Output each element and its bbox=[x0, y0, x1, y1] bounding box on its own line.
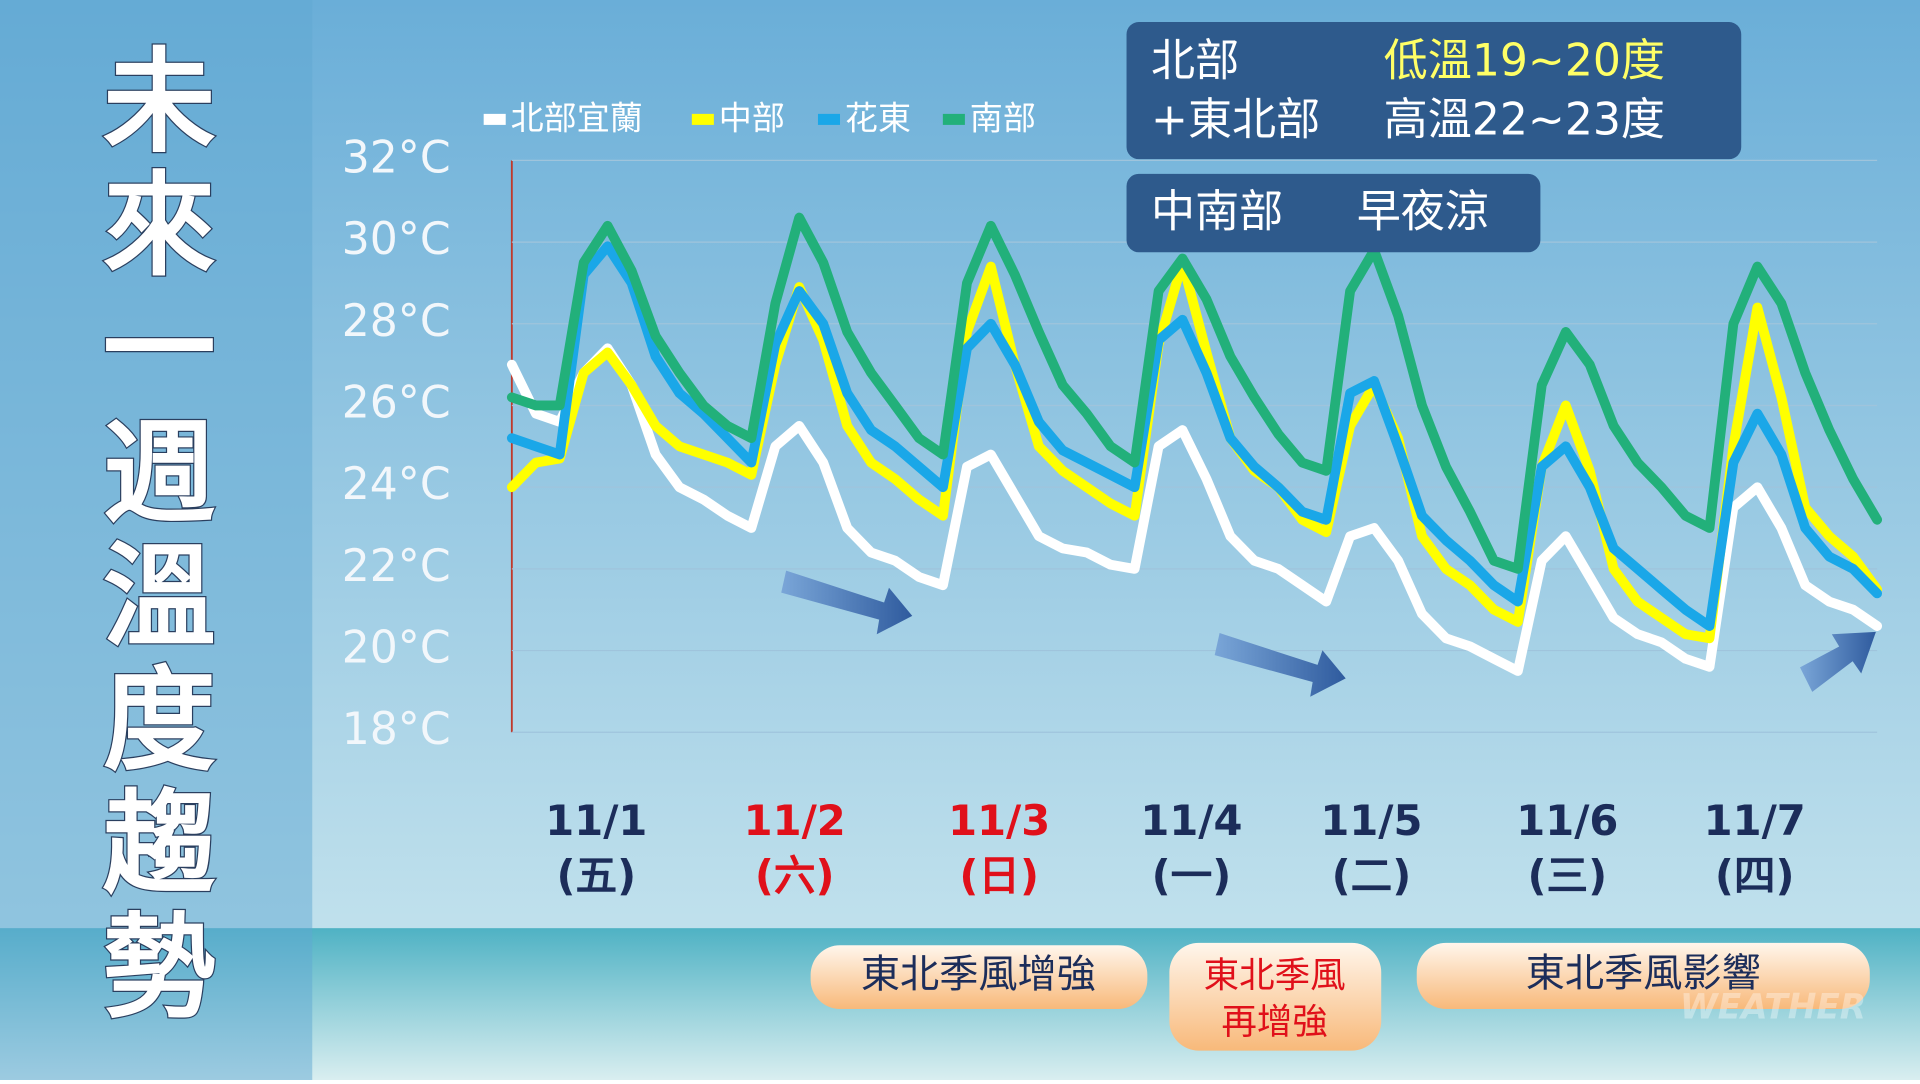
series-line bbox=[506, 343, 1883, 676]
y-tick-label: 24°C bbox=[342, 459, 451, 510]
x-axis-labels: 11/1 (五) 11/2 (六) 11/3 (日) 11/4 (一) 11/5 (二) 11/6 (… bbox=[545, 796, 1805, 900]
x-tick-label: 11/7 bbox=[1704, 796, 1806, 845]
y-tick-label: 26°C bbox=[342, 377, 451, 428]
title-char: 一 bbox=[103, 283, 216, 415]
title-char: 勢 bbox=[103, 902, 216, 1034]
x-tick-label: 11/1 bbox=[545, 796, 647, 845]
legend-label: 南部 bbox=[970, 99, 1036, 138]
info-text: 高溫22~23度 bbox=[1384, 94, 1665, 145]
y-tick-label: 30°C bbox=[342, 214, 451, 265]
x-tick-label: 11/4 bbox=[1140, 796, 1242, 845]
x-tick-label: (二) bbox=[1332, 851, 1412, 900]
title-char: 趨 bbox=[103, 778, 216, 910]
info-text: 中南部 bbox=[1151, 186, 1283, 237]
banner bbox=[1416, 942, 1870, 1009]
trend-arrows bbox=[781, 570, 1876, 697]
x-tick-label: (三) bbox=[1528, 851, 1608, 900]
info-box bbox=[1126, 173, 1541, 253]
x-tick-label: (六) bbox=[755, 851, 835, 900]
title-char: 來 bbox=[103, 160, 216, 292]
banner bbox=[1169, 942, 1382, 1051]
legend: 北部宜蘭 中部 花東 南部 bbox=[483, 99, 1036, 138]
x-tick-label: (日) bbox=[959, 851, 1039, 900]
title-char: 未 bbox=[103, 36, 216, 168]
info-box bbox=[1126, 22, 1742, 160]
y-tick-label: 28°C bbox=[342, 296, 451, 347]
plot bbox=[506, 212, 1883, 676]
arrow bbox=[1214, 633, 1346, 697]
legend-label: 北部宜蘭 bbox=[511, 99, 643, 138]
banner bbox=[810, 945, 1148, 1009]
banner-text: 東北季風 bbox=[1204, 955, 1346, 996]
title-char: 度 bbox=[103, 654, 216, 786]
banner-text: 再增強 bbox=[1221, 1002, 1328, 1043]
banner-text: 東北季風影響 bbox=[1526, 951, 1761, 996]
y-tick-label: 18°C bbox=[342, 704, 451, 755]
x-tick-label: 11/2 bbox=[744, 796, 846, 845]
x-tick-label: (一) bbox=[1152, 851, 1232, 900]
banner-text: 東北季風增強 bbox=[861, 953, 1096, 998]
legend-swatch bbox=[483, 113, 506, 125]
x-tick-label: 11/3 bbox=[948, 796, 1050, 845]
y-tick-label: 32°C bbox=[342, 132, 451, 183]
legend-swatch bbox=[817, 113, 840, 125]
series-line bbox=[506, 257, 1883, 644]
arrow bbox=[1800, 631, 1876, 692]
title-char: 溫 bbox=[103, 531, 216, 663]
series-line bbox=[506, 212, 1883, 574]
x-tick-label: 11/5 bbox=[1320, 796, 1422, 845]
series-line bbox=[506, 241, 1883, 631]
y-tick-label: 22°C bbox=[342, 541, 451, 592]
title-char: 週 bbox=[103, 407, 216, 539]
info-text: +東北部 bbox=[1151, 94, 1320, 145]
legend-swatch bbox=[942, 113, 965, 125]
info-text: 北部 bbox=[1151, 36, 1239, 87]
legend-label: 中部 bbox=[719, 99, 785, 138]
grid: 18°C 20°C 22°C 24°C 26°C 28°C 30°C 32°C bbox=[342, 132, 1878, 755]
arrow bbox=[781, 570, 913, 635]
info-text: 低溫19~20度 bbox=[1384, 36, 1665, 87]
legend-label: 花東 bbox=[845, 99, 911, 138]
x-tick-label: (四) bbox=[1715, 851, 1795, 900]
side-panel bbox=[0, 0, 313, 1080]
x-tick-label: (五) bbox=[556, 851, 636, 900]
info-text: 早夜涼 bbox=[1357, 186, 1489, 237]
legend-swatch bbox=[691, 113, 714, 125]
x-tick-label: 11/6 bbox=[1516, 796, 1618, 845]
y-tick-label: 20°C bbox=[342, 623, 451, 674]
watermark: WEATHER bbox=[1680, 987, 1866, 1027]
